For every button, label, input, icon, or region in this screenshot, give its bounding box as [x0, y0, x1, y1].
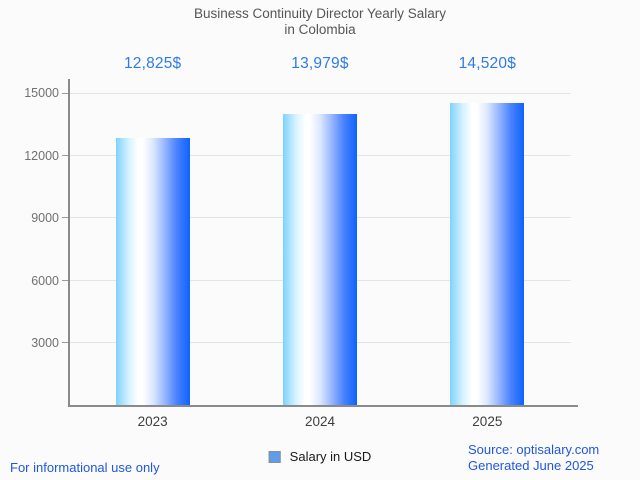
x-tick-label-2023: 2023 — [137, 414, 168, 429]
bar-2023[interactable] — [115, 138, 190, 406]
y-tick-label-3000: 3000 — [31, 336, 59, 351]
y-tick-label-15000: 15000 — [24, 86, 59, 100]
y-tick-label-12000: 12000 — [24, 148, 59, 163]
y-tick-mark — [62, 217, 69, 219]
bar-cell-2025 — [404, 93, 571, 406]
y-tick-mark — [62, 279, 69, 281]
y-tick-label-9000: 9000 — [31, 211, 59, 226]
source-link[interactable]: Source: optisalary.com — [468, 442, 600, 457]
y-tick-label-6000: 6000 — [31, 273, 59, 288]
y-axis-labels: 3000 6000 9000 12000 15000 — [0, 86, 62, 406]
plot-area — [62, 79, 578, 407]
bars-group — [69, 93, 571, 406]
x-tick-label-2024: 2024 — [304, 414, 336, 429]
x-axis-line — [68, 405, 578, 407]
generated-text: Generated June 2025 — [468, 457, 594, 473]
bar-cell-2024 — [236, 93, 403, 406]
bar-2024[interactable] — [282, 114, 357, 406]
y-tick-mark — [62, 154, 69, 156]
bar-2025[interactable] — [450, 103, 525, 406]
value-label-2023: 12,825$ — [123, 55, 182, 72]
y-tick-mark — [62, 93, 69, 94]
x-tick-label-2025: 2025 — [472, 414, 503, 429]
legend-label: Salary in USD — [289, 449, 372, 464]
chart-title-line1: Business Continuity Director Yearly Sala… — [193, 6, 447, 21]
chart-title-line2: in Colombia — [284, 22, 356, 37]
y-tick-mark — [62, 342, 69, 344]
x-axis-labels: 2023 2024 2025 — [69, 414, 571, 429]
disclaimer-text: For informational use only — [10, 460, 160, 475]
value-label-2024: 13,979$ — [291, 55, 349, 72]
source-block: Source: optisalary.com Generated June 20… — [468, 442, 599, 473]
y-axis-line — [68, 79, 70, 406]
legend: Salary in USD — [268, 449, 372, 464]
legend-swatch-icon — [268, 450, 281, 463]
chart-title: Business Continuity Director Yearly Sala… — [0, 6, 640, 38]
gridline-15000 — [69, 93, 571, 94]
value-labels-row: 12,825$ 13,979$ 14,520$ — [69, 55, 571, 73]
value-label-2025: 14,520$ — [458, 55, 517, 72]
bar-cell-2023 — [69, 93, 236, 406]
